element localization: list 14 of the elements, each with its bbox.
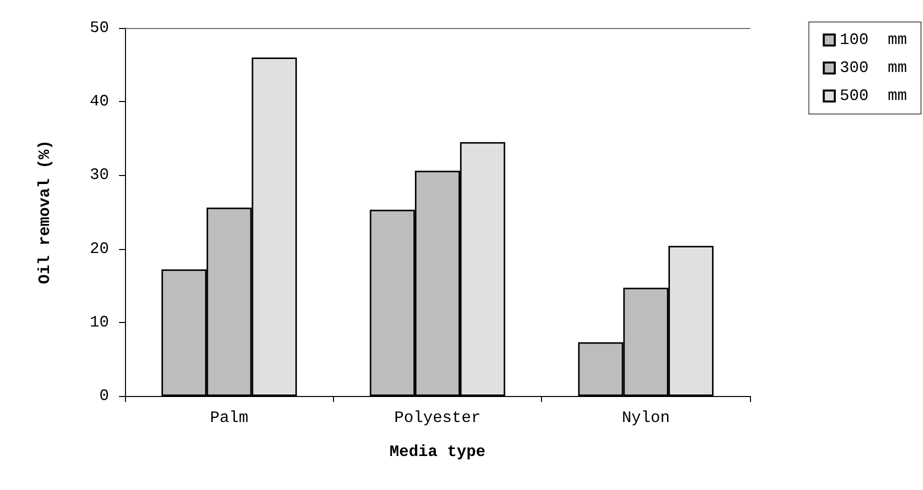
y-tick-label: 50	[90, 19, 109, 37]
y-axis-title: Oil removal (%)	[36, 140, 54, 284]
y-tick-label: 40	[90, 92, 109, 111]
y-tick-label: 10	[90, 313, 109, 332]
x-tick-label: Palm	[210, 409, 248, 427]
legend-label: 100 mm	[840, 31, 908, 49]
legend-label: 500 mm	[840, 87, 908, 105]
y-tick-label: 0	[99, 387, 109, 405]
x-tick-label: Polyester	[394, 409, 481, 427]
x-axis-title: Media type	[389, 443, 486, 461]
legend-label: 300 mm	[840, 59, 908, 77]
x-tick-label: Nylon	[622, 409, 670, 427]
y-tick-label: 30	[90, 166, 109, 184]
y-tick-label: 20	[90, 240, 109, 258]
